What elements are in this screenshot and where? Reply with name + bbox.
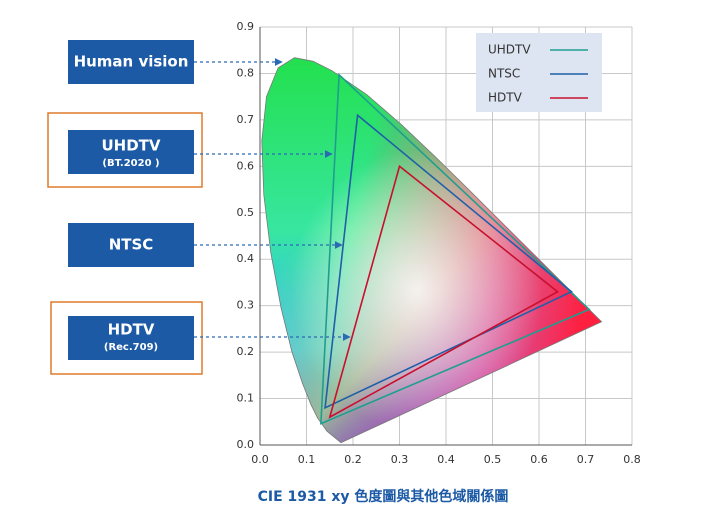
legend-label: HDTV [488,91,523,105]
y-tick-label: 0.9 [237,20,255,33]
gamut-triangle [320,73,591,425]
gamut-triangle [324,113,573,410]
annotation: HDTV [108,321,155,339]
y-tick-label: 0.0 [237,438,255,451]
label-box [68,223,194,267]
x-tick-label: 0.7 [577,453,595,466]
x-tick-label: 0.8 [623,453,641,466]
annotation: NTSC [109,236,154,254]
spectral-locus [261,57,603,444]
y-tick-label: 0.4 [237,252,255,265]
label-box [68,130,194,174]
legend-label: UHDTV [488,43,531,57]
legend-box [476,33,602,112]
gamut-triangle [328,164,560,419]
x-tick-label: 0.6 [530,453,548,466]
x-tick-label: 0.0 [251,453,269,466]
highlight [47,112,203,188]
y-tick-label: 0.6 [237,159,255,172]
annotation: (Rec.709) [104,342,158,353]
y-tick-label: 0.3 [237,299,255,312]
annotation: UHDTV [101,137,160,155]
y-tick-label: 0.7 [237,113,255,126]
caption: CIE 1931 xy 色度圖與其他色域關係圖 [258,488,509,505]
x-tick-label: 0.3 [391,453,409,466]
legend-label: NTSC [488,67,520,81]
y-tick-label: 0.1 [237,392,255,405]
annotation: (BT.2020 ) [102,158,159,169]
highlight [50,301,203,375]
x-tick-label: 0.2 [344,453,362,466]
x-tick-label: 0.4 [437,453,455,466]
y-tick-label: 0.8 [237,66,255,79]
y-tick-label: 0.2 [237,345,255,358]
y-tick-label: 0.5 [237,206,255,219]
label-box [68,40,194,84]
label-box [68,316,194,360]
annotation: Human vision [74,53,189,71]
x-tick-label: 0.5 [484,453,502,466]
x-tick-label: 0.1 [298,453,316,466]
